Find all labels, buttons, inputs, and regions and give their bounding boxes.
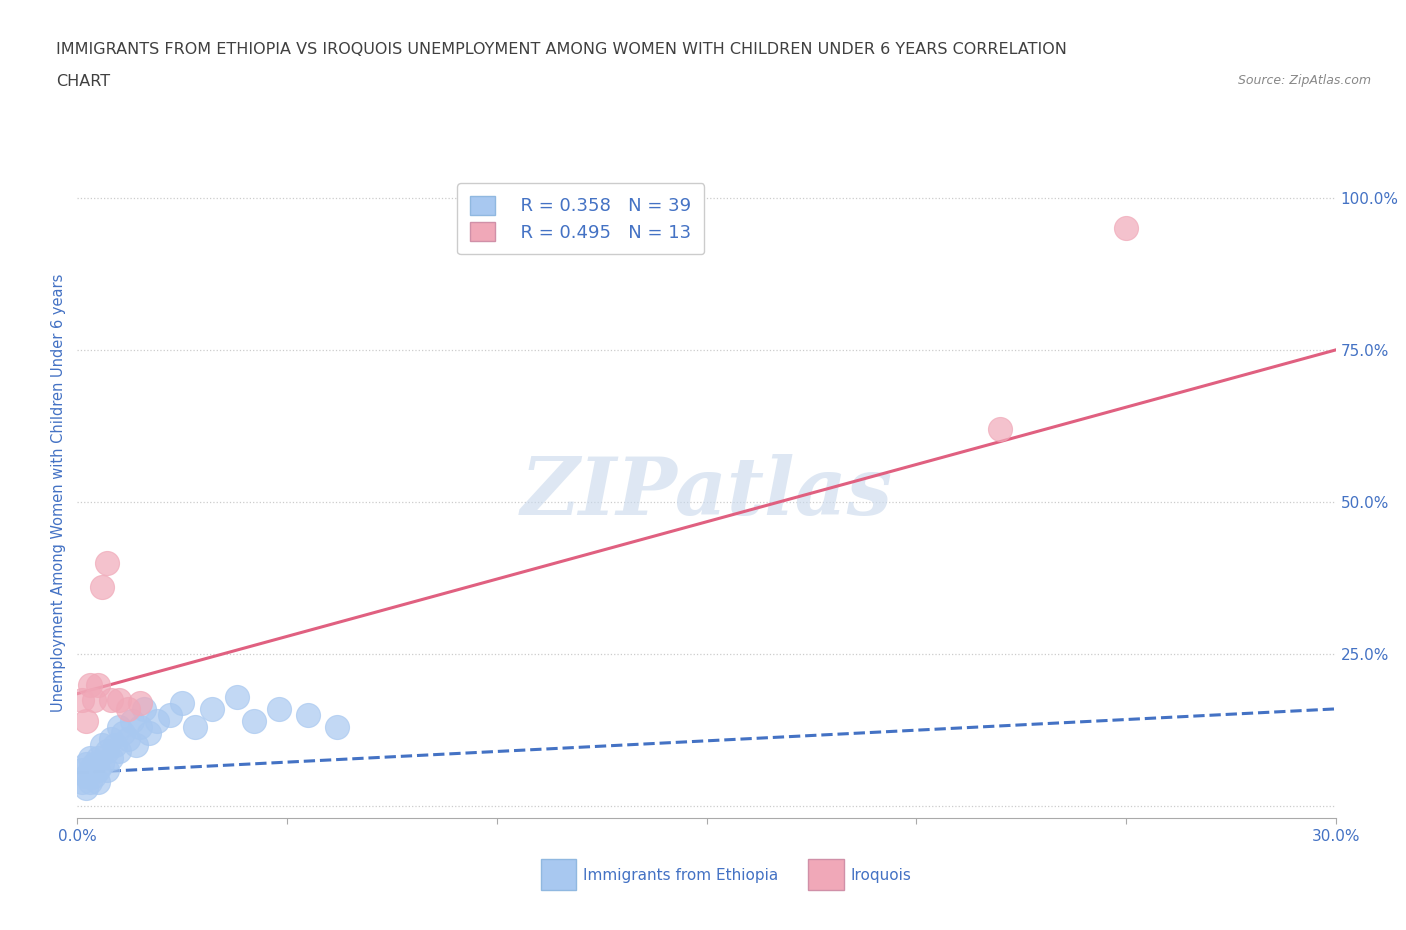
Point — [75, 768, 97, 783]
Point — [200, 701, 222, 716]
Point — [108, 720, 131, 735]
Point — [91, 579, 114, 594]
Point — [70, 775, 93, 790]
Point — [75, 713, 97, 728]
Point — [96, 763, 118, 777]
Point — [79, 763, 101, 777]
Point — [117, 701, 139, 716]
Text: ZIPatlas: ZIPatlas — [520, 454, 893, 532]
Point — [79, 775, 101, 790]
Point — [87, 677, 110, 692]
Point — [129, 696, 152, 711]
Point — [146, 713, 169, 728]
Point — [326, 720, 349, 735]
Point — [79, 677, 101, 692]
Point — [96, 555, 118, 570]
Point — [108, 744, 131, 759]
Point — [125, 737, 148, 752]
Point — [172, 696, 194, 711]
Point — [121, 713, 143, 728]
Point — [87, 763, 110, 777]
Text: Source: ZipAtlas.com: Source: ZipAtlas.com — [1237, 74, 1371, 87]
Text: Immigrants from Ethiopia: Immigrants from Ethiopia — [583, 868, 779, 883]
Y-axis label: Unemployment Among Women with Children Under 6 years: Unemployment Among Women with Children U… — [51, 273, 66, 712]
Point — [184, 720, 207, 735]
Text: CHART: CHART — [56, 74, 110, 89]
Point — [988, 421, 1011, 436]
Text: Iroquois: Iroquois — [851, 868, 911, 883]
Point — [242, 713, 264, 728]
Point — [108, 692, 131, 707]
Point — [87, 775, 110, 790]
Point — [91, 737, 114, 752]
Point — [79, 751, 101, 765]
Point — [267, 701, 290, 716]
Point — [117, 732, 139, 747]
Text: IMMIGRANTS FROM ETHIOPIA VS IROQUOIS UNEMPLOYMENT AMONG WOMEN WITH CHILDREN UNDE: IMMIGRANTS FROM ETHIOPIA VS IROQUOIS UNE… — [56, 42, 1067, 57]
Point — [134, 701, 156, 716]
Point — [83, 768, 105, 783]
Point — [297, 708, 319, 723]
Point — [70, 692, 93, 707]
Point — [83, 692, 105, 707]
Point — [129, 720, 152, 735]
Point — [75, 780, 97, 795]
Point — [91, 756, 114, 771]
Point — [159, 708, 181, 723]
Point — [100, 692, 122, 707]
Point — [112, 725, 135, 740]
Point — [70, 763, 93, 777]
Point — [96, 744, 118, 759]
Point — [75, 756, 97, 771]
Point — [1115, 220, 1137, 235]
Point — [138, 725, 160, 740]
Point — [100, 732, 122, 747]
Point — [104, 737, 127, 752]
Point — [87, 751, 110, 765]
Point — [100, 751, 122, 765]
Point — [225, 689, 247, 704]
Legend:   R = 0.358   N = 39,   R = 0.495   N = 13: R = 0.358 N = 39, R = 0.495 N = 13 — [457, 183, 704, 254]
Point — [83, 756, 105, 771]
